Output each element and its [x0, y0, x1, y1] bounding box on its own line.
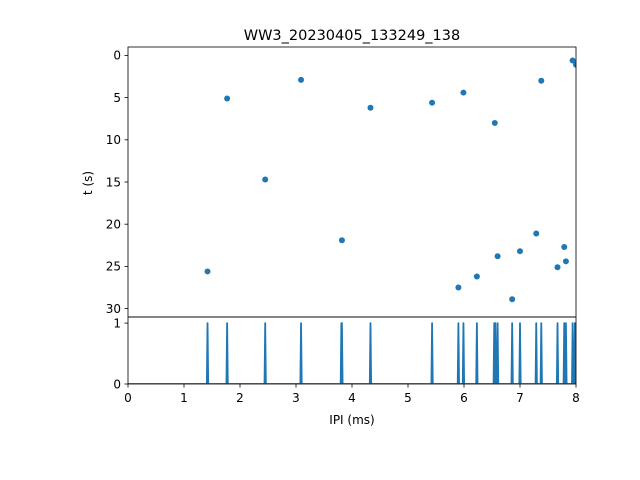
spike-x-tick-label-0: 0	[124, 391, 132, 405]
scatter-point-0	[204, 268, 211, 275]
scatter-point-8	[460, 89, 467, 96]
scatter-y-tick-label-4: 20	[106, 217, 121, 231]
spike-x-label: IPI (ms)	[329, 413, 374, 427]
spike-x-tick-label-8: 8	[572, 391, 580, 405]
scatter-y-tick-label-0: 0	[113, 49, 121, 63]
spike-x-tick-label-1: 1	[180, 391, 188, 405]
scatter-point-4	[338, 237, 345, 244]
scatter-y-tick-label-2: 10	[106, 133, 121, 147]
spike-frame	[127, 316, 577, 385]
spike-x-tick-label-5: 5	[404, 391, 412, 405]
spike-y-ticks: 01	[113, 316, 128, 391]
chart-title: WW3_20230405_133249_138	[244, 28, 460, 44]
scatter-points	[204, 57, 576, 303]
scatter-y-tick-label-3: 15	[106, 175, 121, 189]
spike-x-tick-label-7: 7	[516, 391, 524, 405]
scatter-point-19	[569, 57, 576, 64]
scatter-point-15	[538, 77, 545, 84]
scatter-point-3	[298, 76, 305, 83]
scatter-point-13	[517, 248, 523, 255]
scatter-y-tick-label-6: 30	[106, 302, 121, 316]
scatter-y-tick-label-1: 5	[113, 91, 121, 105]
scatter-point-20	[573, 61, 576, 68]
spike-x-tick-label-6: 6	[460, 391, 468, 405]
spike-x-tick-label-2: 2	[236, 391, 244, 405]
spike-y-tick-label-0: 0	[113, 377, 121, 391]
scatter-point-12	[509, 296, 516, 303]
spike-x-tick-label-4: 4	[348, 391, 356, 405]
scatter-point-11	[494, 253, 501, 260]
spike-x-tick-label-3: 3	[292, 391, 300, 405]
spike-y-tick-label-1: 1	[113, 316, 121, 330]
scatter-point-2	[262, 176, 269, 183]
scatter-y-tick-label-5: 25	[106, 260, 121, 274]
scatter-point-5	[367, 104, 374, 111]
scatter-point-17	[561, 243, 568, 250]
scatter-point-6	[429, 99, 436, 106]
scatter-point-14	[533, 230, 540, 237]
scatter-point-1	[224, 95, 231, 102]
scatter-point-9	[473, 273, 480, 280]
spike-x-ticks: 0 1 2 3 4 5 6 7 8	[124, 384, 580, 405]
scatter-point-16	[554, 264, 561, 271]
scatter-point-7	[455, 284, 462, 291]
scatter-y-ticks: 0 5 10 15 20 25 30	[106, 49, 128, 316]
scatter-y-label: t (s)	[81, 171, 95, 195]
scatter-point-10	[491, 119, 498, 126]
scatter-point-18	[562, 258, 569, 265]
